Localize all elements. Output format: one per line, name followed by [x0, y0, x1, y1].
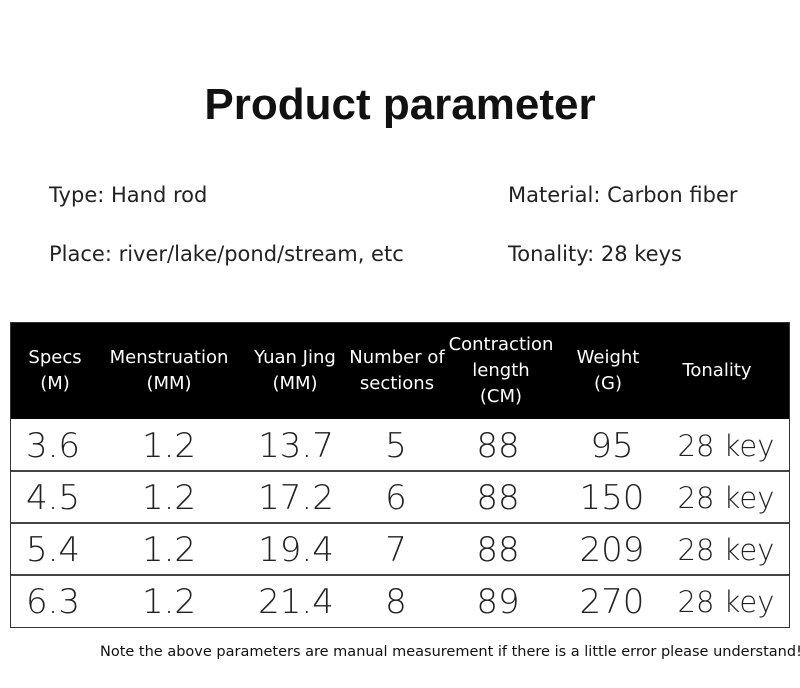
header-cell: Menstruation (MM) — [110, 323, 229, 419]
spec: Type: Hand rod — [49, 183, 208, 207]
table-cell: 88 — [476, 426, 520, 466]
header-line: (M) — [40, 373, 70, 394]
table-cell: 1.2 — [141, 530, 197, 570]
header-line: (MM) — [272, 373, 318, 394]
header-cell: Weight (G) — [577, 323, 640, 419]
header-cell: Specs (M) — [28, 323, 81, 419]
header-line: Contraction — [448, 334, 554, 355]
header-cell: Contraction length (CM) — [449, 323, 554, 419]
table-cell: 1.2 — [141, 582, 197, 622]
header-line: Number of — [349, 347, 445, 368]
table-cell: 21.4 — [258, 582, 334, 622]
header-line: Specs — [28, 347, 82, 368]
table-cell: 209 — [579, 530, 645, 570]
table-cell: 28 key — [677, 481, 775, 515]
header-line: Yuan Jing — [254, 347, 336, 368]
spec: Tonality: 28 keys — [508, 242, 682, 266]
table-header: Specs (M) Menstruation (MM) Yuan Jing (MM) Num… — [11, 323, 789, 419]
table-cell: 1.2 — [141, 478, 197, 518]
table-cell: 88 — [476, 530, 520, 570]
table-cell: 7 — [385, 530, 407, 570]
header-line: length — [472, 360, 530, 381]
table-cell: 8 — [385, 582, 407, 622]
header-line: Tonality — [682, 360, 752, 381]
row-divider — [11, 574, 789, 576]
table-cell: 1.2 — [141, 426, 197, 466]
header-line: Menstruation — [109, 347, 229, 368]
table-cell: 19.4 — [258, 530, 334, 570]
table-cell: 28 key — [677, 429, 775, 463]
header-cell: Yuan Jing (MM) — [254, 323, 336, 419]
row-divider — [11, 470, 789, 472]
header-line: (CM) — [479, 386, 523, 407]
table-cell: 5 — [385, 426, 407, 466]
header-line: Weight — [576, 347, 640, 368]
header-cell: Tonality — [682, 323, 751, 419]
table-cell: 28 key — [677, 533, 775, 567]
header-line: sections — [359, 373, 435, 394]
table-cell: 150 — [579, 478, 645, 518]
table-cell: 95 — [590, 426, 634, 466]
header-line: (MM) — [146, 373, 192, 394]
spec: Place: river/lake/pond/stream, etc — [49, 242, 404, 266]
table: Specs (M) Menstruation (MM) Yuan Jing (MM) Num… — [10, 322, 790, 628]
table-cell: 13.7 — [258, 426, 334, 466]
table-cell: 28 key — [677, 585, 775, 619]
table-cell: 89 — [476, 582, 520, 622]
header-cell: Number of sections — [349, 323, 444, 419]
title: Product parameter — [204, 80, 596, 129]
table-cell: 270 — [579, 582, 645, 622]
note: Note the above parameters are manual mea… — [100, 644, 800, 660]
spec: Material: Carbon fiber — [508, 183, 738, 207]
table-cell: 6.3 — [25, 582, 81, 622]
table-cell: 17.2 — [258, 478, 334, 518]
header-line: (G) — [594, 373, 622, 394]
table-cell: 3.6 — [25, 426, 81, 466]
row-divider — [11, 522, 789, 524]
table-cell: 6 — [385, 478, 407, 518]
table-cell: 88 — [476, 478, 520, 518]
table-cell: 5.4 — [25, 530, 81, 570]
table-cell: 4.5 — [25, 478, 81, 518]
